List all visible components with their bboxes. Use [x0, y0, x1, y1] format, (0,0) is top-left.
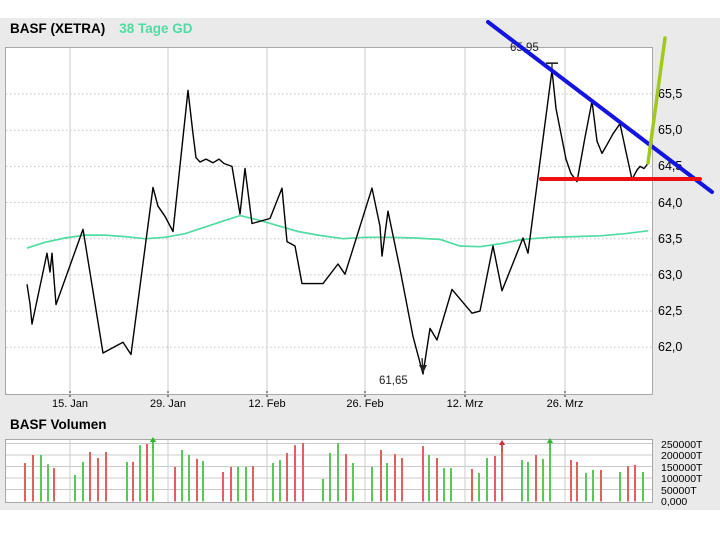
chart-header: BASF (XETRA) 38 Tage GD: [10, 21, 193, 36]
chart-title: BASF (XETRA): [10, 21, 106, 36]
price-axis-label: 65,5: [658, 87, 683, 102]
volume-title: BASF Volumen: [10, 417, 107, 432]
price-axis-label: 64,0: [658, 195, 683, 210]
price-axis-label: 62,5: [658, 304, 683, 319]
date-axis-label: 26. Feb: [346, 398, 384, 410]
date-axis-label: 26. Mrz: [546, 398, 584, 410]
volume-axis-label: 100000T: [661, 473, 703, 485]
moving-average-legend: 38 Tage GD: [119, 21, 193, 36]
volume-axis-label: 50000T: [661, 484, 697, 497]
date-axis-label: 12. Mrz: [446, 398, 484, 410]
volume-plot-area: [5, 439, 653, 503]
volume-axis-label: 200000T: [661, 450, 703, 462]
low-price-annotation: 61,65: [379, 375, 408, 387]
date-axis-label: 12. Feb: [248, 398, 286, 410]
price-axis-label: 64,5: [658, 159, 683, 174]
date-axis-label: 15. Jan: [51, 398, 89, 410]
volume-axis-label: 0,000: [661, 496, 688, 508]
volume-axis-label: 250000T: [661, 438, 703, 451]
volume-axis-label: 150000T: [661, 461, 703, 474]
date-axis-label: 29. Jan: [149, 398, 187, 410]
price-axis-label: 62,0: [658, 340, 683, 355]
price-axis-label: 63,0: [658, 267, 683, 282]
price-axis-label: 63,5: [658, 231, 683, 246]
price-axis-label: 65,0: [658, 123, 683, 138]
price-plot-area: [5, 47, 653, 395]
high-price-annotation: 65,95: [510, 42, 539, 54]
